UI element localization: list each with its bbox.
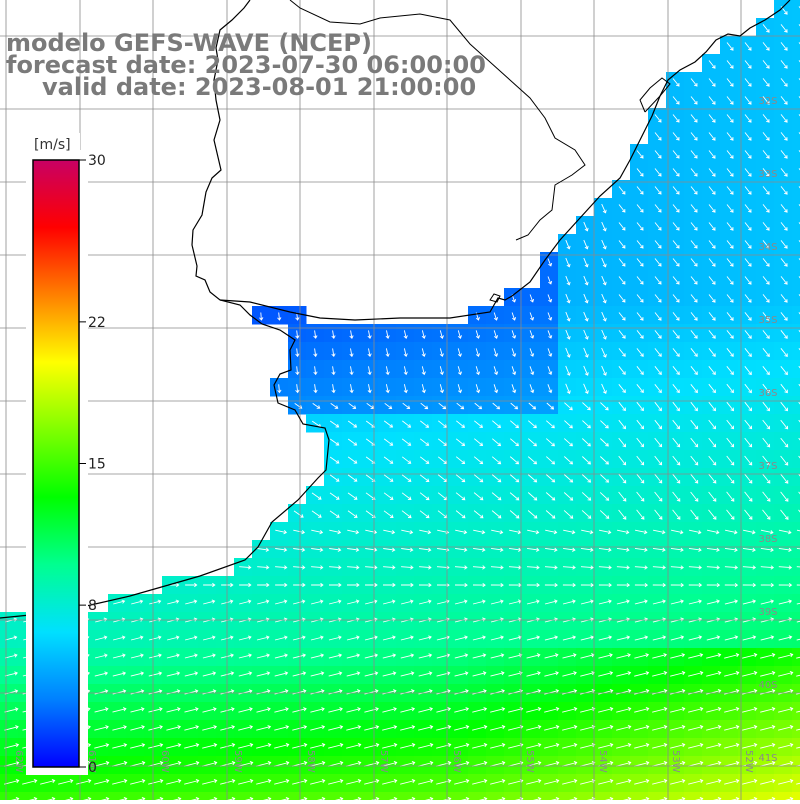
wind-cell	[792, 72, 800, 91]
wind-cell	[792, 270, 800, 289]
wind-cell	[792, 180, 800, 199]
colorbar-tick-label: 15	[88, 457, 106, 473]
colorbar-gradient	[33, 160, 79, 767]
colorbar-tick-label: 30	[88, 153, 106, 169]
wind-cell	[792, 468, 800, 487]
latitude-label: 32S	[758, 96, 777, 107]
wind-cell	[792, 360, 800, 379]
longitude-label: 54W	[597, 750, 608, 773]
latitude-label: 38S	[758, 534, 777, 545]
longitude-label: 55W	[524, 750, 535, 773]
wind-cell	[792, 396, 800, 415]
wind-cell	[792, 414, 800, 433]
latitude-label: 35S	[758, 315, 777, 326]
wind-cell	[792, 432, 800, 451]
wind-cell	[792, 342, 800, 361]
wind-cell	[792, 306, 800, 325]
latitude-label: 37S	[758, 461, 777, 472]
longitude-label: 62W	[13, 750, 24, 773]
wind-cell	[792, 792, 800, 800]
wind-cell	[792, 0, 800, 19]
longitude-label: 57W	[378, 750, 389, 773]
wind-cell	[792, 198, 800, 217]
wind-cell	[792, 126, 800, 145]
wind-cell	[792, 486, 800, 505]
latitude-label: 34S	[758, 242, 777, 253]
wind-cell	[792, 378, 800, 397]
wind-cell	[792, 108, 800, 127]
colorbar-tick-label: 8	[88, 598, 97, 614]
wind-cell	[792, 162, 800, 181]
longitude-label: 59W	[232, 750, 243, 773]
colorbar-tick-label: 0	[88, 760, 97, 776]
longitude-label: 60W	[159, 750, 170, 773]
colorbar-unit-label: [m/s]	[34, 137, 71, 153]
wind-cell	[792, 216, 800, 235]
wind-cell	[792, 324, 800, 343]
wind-cell	[792, 144, 800, 163]
wind-cell	[792, 234, 800, 253]
longitude-label: 52W	[743, 750, 754, 773]
wind-cell	[792, 90, 800, 109]
longitude-label: 53W	[670, 750, 681, 773]
longitude-label: 58W	[305, 750, 316, 773]
wind-cell	[792, 288, 800, 307]
latitude-label: 41S	[758, 753, 777, 764]
wind-cell	[792, 540, 800, 559]
wind-cell	[792, 36, 800, 55]
wind-cell	[792, 504, 800, 523]
wind-cell	[792, 54, 800, 73]
latitude-label: 36S	[758, 388, 777, 399]
latitude-label: 39S	[758, 607, 777, 618]
longitude-label: 56W	[451, 750, 462, 773]
colorbar-tick-label: 22	[88, 315, 106, 331]
wind-cell	[792, 18, 800, 37]
wind-cell	[792, 450, 800, 469]
latitude-label: 33S	[758, 169, 777, 180]
latitude-label: 40S	[758, 680, 777, 691]
wind-cell	[792, 522, 800, 541]
